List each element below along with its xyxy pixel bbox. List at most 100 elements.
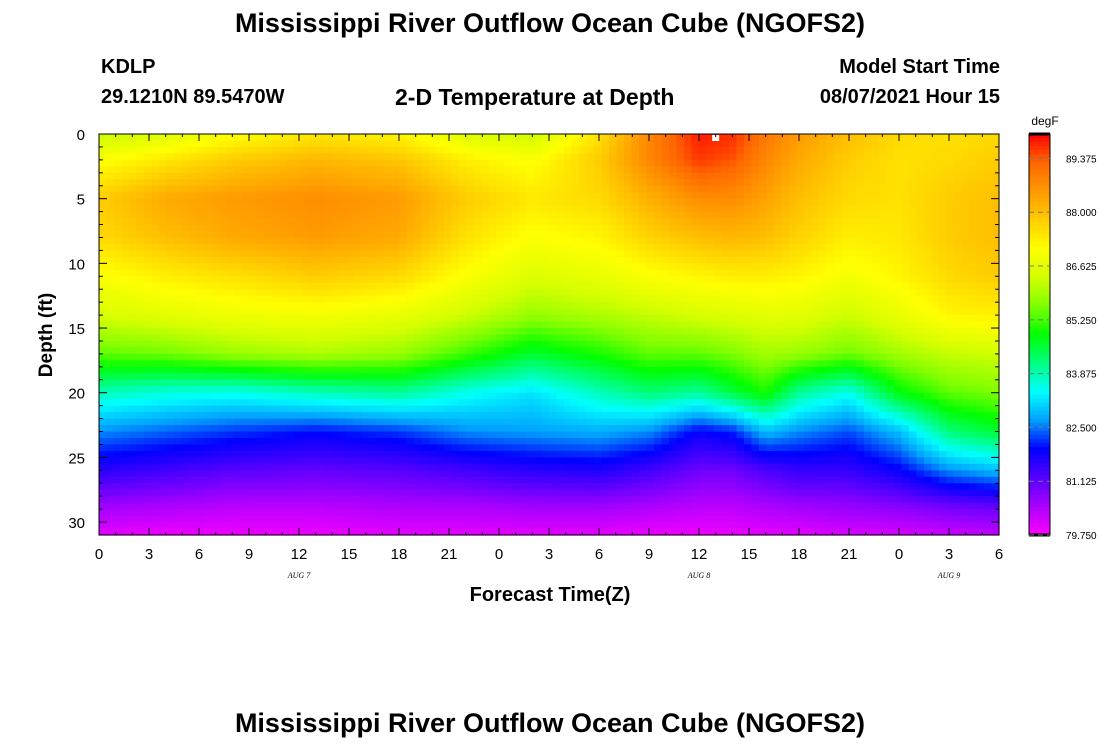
heatmap-cell (601, 308, 610, 316)
heatmap-cell (384, 205, 393, 213)
heatmap-cell (196, 198, 205, 206)
heatmap-cell (564, 302, 573, 310)
heatmap-cell (429, 515, 438, 523)
heatmap-cell (399, 399, 408, 407)
heatmap-cell (639, 392, 648, 400)
heatmap-cell (466, 321, 475, 329)
heatmap-cell (601, 457, 610, 465)
heatmap-cell (616, 289, 625, 297)
heatmap-cell (99, 198, 108, 206)
heatmap-cell (324, 179, 333, 187)
heatmap-cell (646, 405, 655, 413)
heatmap-cell (496, 328, 505, 336)
heatmap-cell (256, 231, 265, 239)
heatmap-cell (151, 386, 160, 394)
heatmap-cell (249, 237, 258, 245)
heatmap-cell (279, 192, 288, 200)
heatmap-cell (354, 276, 363, 284)
heatmap-cell (249, 412, 258, 420)
heatmap-cell (429, 366, 438, 374)
heatmap-cell (166, 360, 175, 368)
heatmap-cell (286, 166, 295, 174)
heatmap-cell (346, 328, 355, 336)
heatmap-cell (639, 308, 648, 316)
heatmap-cell (504, 450, 513, 458)
heatmap-cell (106, 379, 115, 387)
heatmap-cell (219, 315, 228, 323)
heatmap-cell (136, 289, 145, 297)
heatmap-cell (241, 224, 250, 232)
heatmap-cell (669, 450, 678, 458)
heatmap-cell (361, 243, 370, 252)
heatmap-cell (684, 166, 693, 174)
heatmap-cell (159, 444, 168, 452)
heatmap-cell (586, 347, 595, 355)
heatmap-cell (594, 218, 603, 226)
heatmap-cell (654, 269, 663, 277)
heatmap-cell (369, 522, 378, 530)
heatmap-cell (481, 205, 490, 213)
heatmap-cell (106, 269, 115, 277)
heatmap-cell (346, 483, 355, 491)
heatmap-cell (676, 315, 685, 323)
heatmap-cell (594, 172, 603, 180)
heatmap-cell (339, 218, 348, 226)
heatmap-cell (384, 450, 393, 458)
heatmap-cell (271, 328, 280, 336)
heatmap-cell (691, 392, 700, 400)
heatmap-cell (324, 528, 333, 536)
heatmap-cell (481, 347, 490, 355)
heatmap-cell (211, 483, 220, 491)
heatmap-cell (181, 418, 190, 426)
heatmap-cell (331, 489, 340, 497)
heatmap-cell (256, 140, 265, 148)
heatmap-cell (616, 172, 625, 180)
heatmap-cell (301, 218, 310, 226)
heatmap-cell (556, 237, 565, 245)
heatmap-cell (684, 250, 693, 258)
heatmap-cell (459, 263, 468, 271)
heatmap-cell (549, 295, 558, 303)
heatmap-cell (196, 502, 205, 510)
heatmap-cell (286, 502, 295, 510)
heatmap-cell (361, 509, 370, 517)
heatmap-cell (391, 425, 400, 433)
heatmap-cell (354, 302, 363, 310)
heatmap-cell (114, 185, 123, 193)
heatmap-cell (504, 340, 513, 349)
heatmap-cell (264, 509, 273, 517)
heatmap-cell (661, 237, 670, 245)
heatmap-cell (211, 386, 220, 394)
heatmap-cell (571, 211, 580, 219)
heatmap-cell (481, 224, 490, 232)
heatmap-cell (166, 276, 175, 284)
heatmap-cell (489, 353, 498, 361)
heatmap-cell (249, 509, 258, 517)
heatmap-cell (594, 159, 603, 167)
heatmap-cell (189, 282, 198, 290)
heatmap-cell (384, 134, 393, 142)
heatmap-cell (474, 205, 483, 213)
heatmap-cell (526, 515, 535, 523)
heatmap-cell (624, 256, 633, 264)
heatmap-cell (646, 218, 655, 226)
heatmap-cell (646, 231, 655, 239)
heatmap-cell (301, 321, 310, 329)
heatmap-cell (384, 360, 393, 368)
heatmap-cell (211, 276, 220, 284)
heatmap-cell (699, 224, 708, 232)
heatmap-cell (699, 263, 708, 271)
heatmap-cell (129, 405, 138, 413)
heatmap-cell (256, 263, 265, 271)
heatmap-cell (106, 334, 115, 342)
heatmap-cell (256, 431, 265, 439)
heatmap-cell (136, 302, 145, 310)
heatmap-cell (639, 205, 648, 213)
heatmap-cell (436, 231, 445, 239)
heatmap-cell (586, 328, 595, 336)
heatmap-cell (174, 437, 183, 446)
heatmap-cell (301, 522, 310, 530)
heatmap-cell (669, 231, 678, 239)
heatmap-cell (346, 353, 355, 361)
heatmap-cell (526, 425, 535, 433)
